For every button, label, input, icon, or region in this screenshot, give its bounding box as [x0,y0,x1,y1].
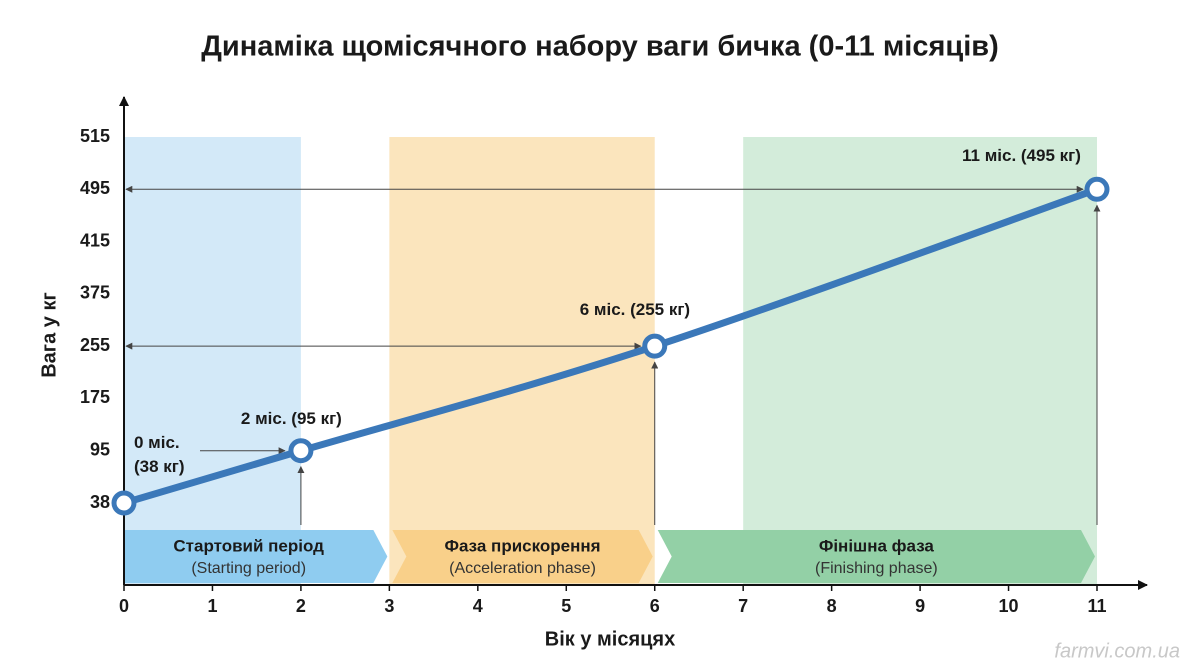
y-axis-label: Вага у кг [38,292,60,378]
data-point [111,490,137,516]
value-label: 11 міс. (495 кг) [962,146,1081,166]
x-tick-label: 1 [207,596,217,616]
x-tick-label: 2 [296,596,306,616]
phase-subtitle: (Starting period) [191,560,306,577]
x-tick-label: 10 [999,596,1019,616]
value-label: 0 міс. (38 кг) [134,433,185,476]
x-tick-label: 3 [384,596,394,616]
data-point [1084,176,1110,202]
value-label: 6 міс. (255 кг) [579,300,691,320]
phase-name: Фінішна фаза [819,536,935,555]
value-label: 2 міс. (95 кг) [240,408,342,428]
phase-shade [743,137,1097,585]
x-axis-label: Вік у місяцях [545,628,675,650]
x-tick-label: 11 [1087,596,1106,616]
watermark: farmvi.com.ua [1054,640,1180,662]
phase-name: Фаза прискорення [444,536,600,555]
y-tick-label: 95 [90,439,110,459]
data-line [120,185,1101,507]
phase-subtitle: (Finishing phase) [815,560,938,577]
data-point [642,333,668,359]
y-tick-label: 515 [80,126,110,146]
data-point [288,438,314,464]
y-tick-label: 415 [80,230,110,250]
phase-arrow [392,530,653,583]
phase-shade [124,137,301,585]
x-tick-label: 8 [827,596,837,616]
x-tick-label: 6 [650,596,660,616]
x-tick-label: 9 [915,596,925,616]
x-tick-label: 4 [473,596,483,616]
y-tick-label: 255 [80,335,110,355]
y-tick-label: 175 [80,387,110,407]
phase-arrow [657,530,1095,583]
y-tick-label: 375 [80,283,110,303]
x-tick-label: 5 [561,596,571,616]
phase-name: Стартовий період [173,536,324,555]
x-tick-label: 0 [119,596,129,616]
x-tick-label: 7 [738,596,748,616]
y-tick-label: 38 [90,492,110,512]
phase-subtitle: (Acceleration phase) [449,560,596,577]
y-tick-label: 495 [80,178,110,198]
chart-title: Динаміка щомісячного набору ваги бичка (… [201,31,999,63]
phase-arrow [124,530,388,583]
